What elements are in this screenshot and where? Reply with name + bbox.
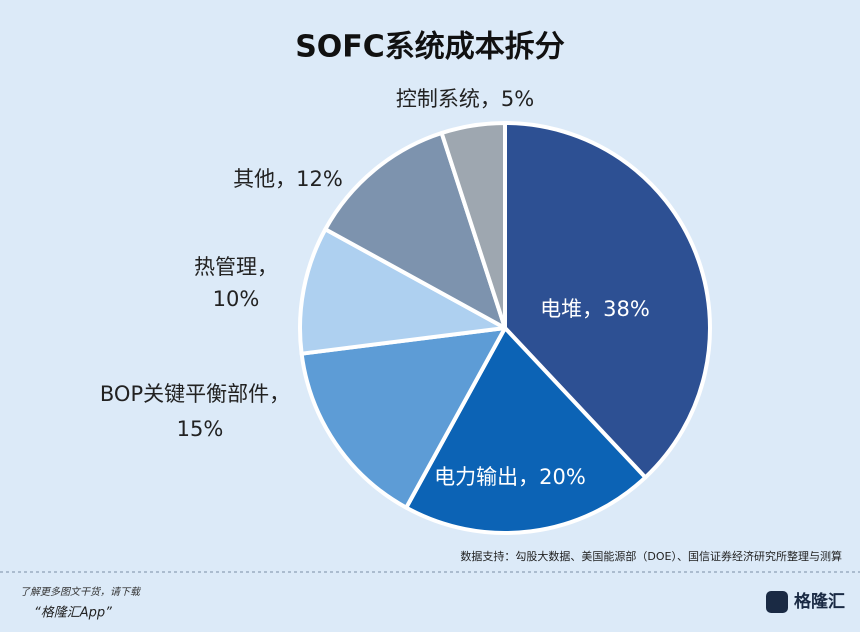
app-name: “格隆汇App” — [34, 606, 112, 621]
chart-title: SOFC系统成本拆分 — [295, 30, 565, 65]
data-label: BOP关键平衡部件， 15% — [100, 382, 290, 441]
pie-slice — [503, 121, 712, 480]
data-label: 电堆，38% — [540, 297, 650, 321]
label-separator: ， — [275, 167, 296, 191]
category-label: 控制系统 — [396, 87, 480, 111]
label-separator: ， — [582, 297, 603, 321]
data-label: 热管理， 10% — [194, 255, 278, 311]
logo-icon — [766, 591, 788, 613]
logo-text: 格隆汇 — [794, 591, 845, 612]
source: 数据支持：勾股大数据、美国能源部（DOE）、国信证券经济研究所整理与测算 — [460, 549, 842, 563]
category-label: BOP关键平衡部件 — [100, 382, 269, 406]
promo-text: 了解更多图文干货，请下载 — [20, 586, 142, 598]
label-separator: ， — [480, 87, 501, 111]
data-label: 电力输出，20% — [434, 465, 586, 489]
pie-slice — [299, 326, 507, 510]
pie-slice — [298, 227, 507, 356]
category-label: 热管理 — [194, 255, 257, 279]
data-label: 其他，12% — [233, 167, 343, 191]
category-label: 电力输出 — [434, 465, 518, 489]
data-label: 控制系统，5% — [396, 87, 534, 111]
label-separator: ， — [518, 465, 539, 489]
value-label: 10% — [213, 287, 260, 311]
value-label: 38% — [603, 297, 650, 321]
value-label: 12% — [296, 167, 343, 191]
value-label: 5% — [501, 87, 534, 111]
label-separator: ， — [257, 255, 278, 279]
pie-slice — [404, 326, 648, 535]
value-label: 20% — [539, 465, 586, 489]
label-separator: ， — [269, 382, 290, 406]
pie-slice — [439, 121, 507, 330]
logo: 格隆汇 — [766, 591, 845, 613]
pie-slice — [323, 131, 507, 330]
category-label: 电堆 — [540, 297, 582, 321]
value-label: 15% — [177, 417, 224, 441]
category-label: 其他 — [233, 167, 275, 191]
